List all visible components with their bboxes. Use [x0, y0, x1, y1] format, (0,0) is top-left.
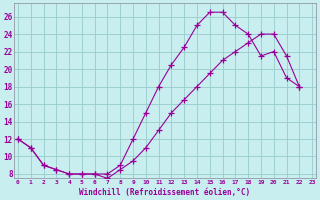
X-axis label: Windchill (Refroidissement éolien,°C): Windchill (Refroidissement éolien,°C)	[79, 188, 251, 197]
